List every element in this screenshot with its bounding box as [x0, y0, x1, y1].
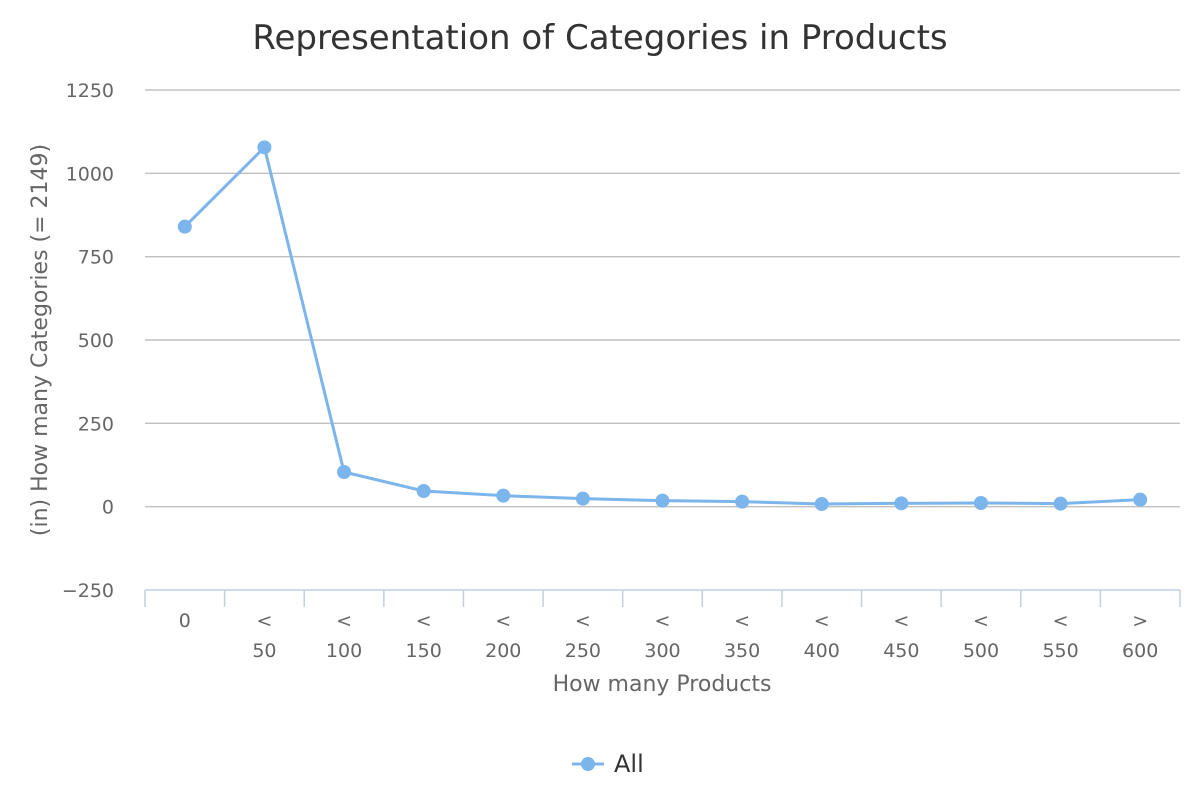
legend-label-all: All — [614, 750, 644, 778]
y-tick-label: 750 — [78, 247, 114, 269]
y-axis-title: (in) How many Categories (= 2149) — [28, 144, 53, 536]
data-point[interactable] — [416, 484, 431, 498]
data-point[interactable] — [575, 491, 590, 506]
x-tick-label: <100 — [326, 610, 362, 662]
x-tick-label: <200 — [485, 610, 521, 662]
data-point[interactable] — [337, 465, 352, 479]
data-point[interactable] — [177, 219, 192, 234]
y-tick-label: 500 — [78, 330, 114, 352]
chart-title: Representation of Categories in Products — [252, 18, 947, 58]
y-tick-label: 0 — [102, 497, 114, 519]
data-point[interactable] — [257, 140, 272, 155]
x-tick-label: <350 — [724, 610, 760, 662]
data-point[interactable] — [973, 496, 988, 510]
x-axis-title: How many Products — [553, 672, 772, 697]
y-axis-tick-labels: −250 0 250 500 750 1000 1250 — [62, 80, 114, 602]
x-tick-label: >600 — [1122, 610, 1158, 662]
x-tick-label: <250 — [565, 610, 601, 662]
series-all[interactable] — [177, 140, 1148, 511]
x-tick-label: 0 — [179, 610, 191, 632]
data-point[interactable] — [655, 493, 670, 508]
x-tick-label: <400 — [804, 610, 840, 662]
y-tick-label: 1000 — [66, 163, 114, 185]
legend[interactable]: All — [572, 750, 644, 778]
x-tick-label: <300 — [644, 610, 680, 662]
series-line[interactable] — [183, 145, 1141, 506]
x-tick-label: <450 — [883, 610, 919, 662]
grid-lines — [145, 89, 1180, 508]
y-tick-label: −250 — [62, 580, 114, 602]
y-tick-label: 250 — [78, 413, 114, 435]
x-axis: 0 <50 < 100 < 150 < 200 < 250 < 300 < 350 < 400 < 450 < 500… — [144, 589, 1181, 662]
x-tick-label: <550 — [1042, 610, 1078, 662]
data-point[interactable] — [814, 497, 829, 511]
data-point[interactable] — [735, 494, 750, 509]
data-point[interactable] — [1053, 496, 1068, 511]
y-tick-label: 1250 — [66, 80, 114, 102]
data-point[interactable] — [496, 488, 511, 503]
x-tick-label: <150 — [406, 610, 442, 662]
legend-dot-marker — [581, 757, 595, 771]
data-point[interactable] — [1133, 492, 1148, 507]
data-point[interactable] — [894, 496, 909, 511]
x-tick-label: <50 — [252, 610, 276, 662]
x-tick-label: <500 — [963, 610, 999, 662]
